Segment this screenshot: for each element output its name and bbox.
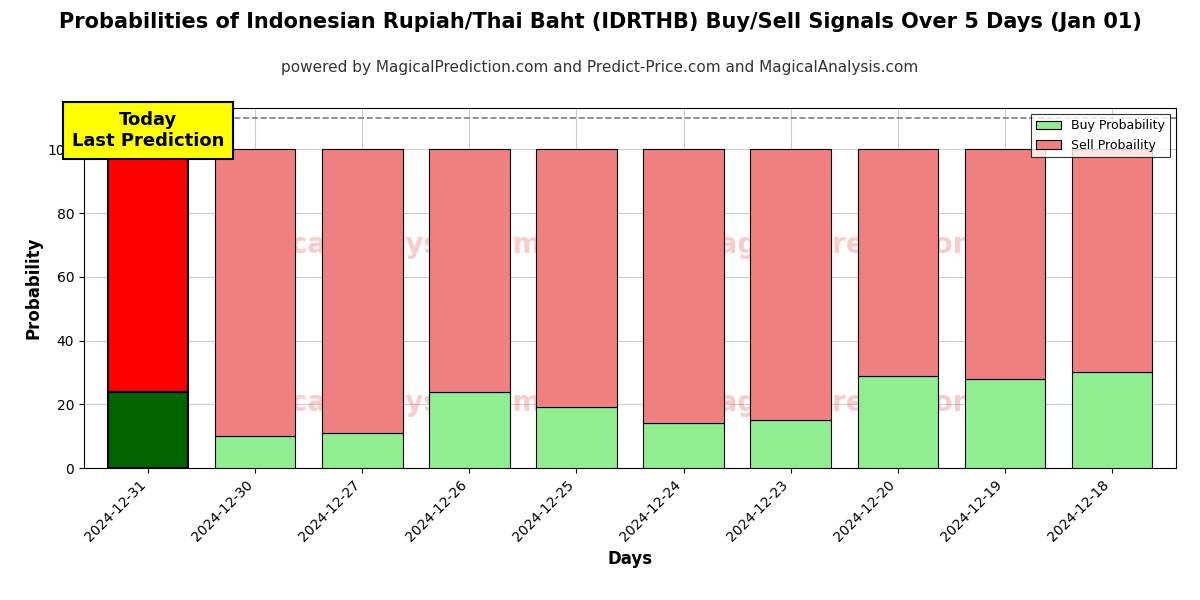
- Text: MagicalPrediction.com: MagicalPrediction.com: [692, 231, 1049, 259]
- Bar: [430, 149, 510, 392]
- Bar: [1072, 373, 1152, 468]
- Text: Probabilities of Indonesian Rupiah/Thai Baht (IDRTHB) Buy/Sell Signals Over 5 Da: Probabilities of Indonesian Rupiah/Thai …: [59, 12, 1141, 32]
- Bar: [323, 149, 402, 433]
- Bar: [108, 392, 188, 468]
- X-axis label: Days: Days: [607, 550, 653, 568]
- Bar: [965, 379, 1045, 468]
- Bar: [750, 420, 830, 468]
- Text: MagicalPrediction.com: MagicalPrediction.com: [692, 389, 1049, 417]
- Bar: [323, 433, 402, 468]
- Bar: [536, 149, 617, 407]
- Text: Today
Last Prediction: Today Last Prediction: [72, 111, 224, 150]
- Bar: [215, 149, 295, 436]
- Bar: [108, 149, 188, 392]
- Bar: [430, 392, 510, 468]
- Text: powered by MagicalPrediction.com and Predict-Price.com and MagicalAnalysis.com: powered by MagicalPrediction.com and Pre…: [281, 60, 919, 75]
- Bar: [643, 424, 724, 468]
- Text: MagicalAnalysis.com: MagicalAnalysis.com: [216, 231, 542, 259]
- Bar: [750, 149, 830, 420]
- Bar: [536, 407, 617, 468]
- Bar: [965, 149, 1045, 379]
- Y-axis label: Probability: Probability: [24, 237, 42, 339]
- Bar: [858, 149, 937, 376]
- Bar: [858, 376, 937, 468]
- Bar: [1072, 149, 1152, 373]
- Legend: Buy Probability, Sell Probaility: Buy Probability, Sell Probaility: [1031, 114, 1170, 157]
- Bar: [215, 436, 295, 468]
- Text: MagicalAnalysis.com: MagicalAnalysis.com: [216, 389, 542, 417]
- Bar: [643, 149, 724, 424]
